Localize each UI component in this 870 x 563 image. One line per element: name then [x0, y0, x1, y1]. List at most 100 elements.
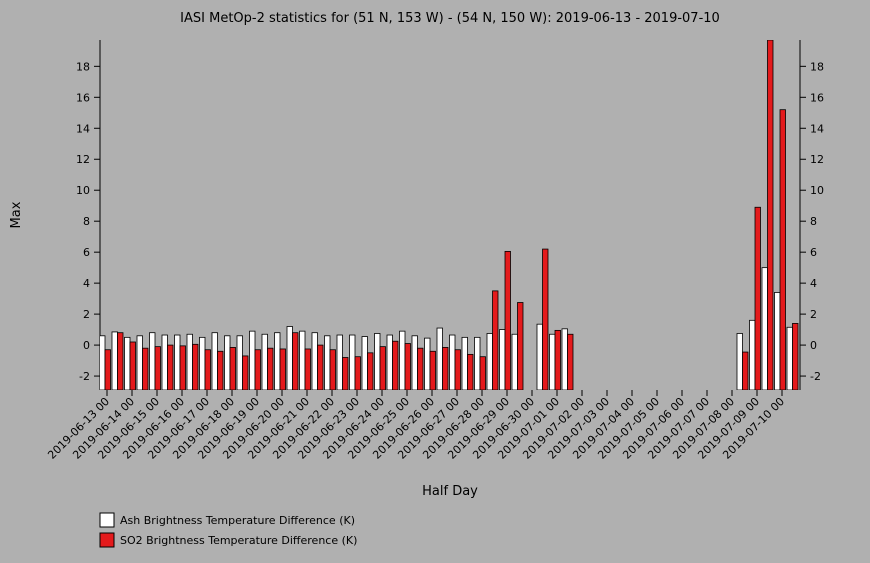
bar [742, 351, 749, 390]
bars [100, 40, 799, 390]
bar [211, 332, 218, 390]
bar [774, 292, 781, 390]
y-tick-label: -2 [79, 370, 90, 383]
legend-label: SO2 Brightness Temperature Difference (K… [120, 534, 357, 547]
bar [461, 336, 468, 390]
legend-label: Ash Brightness Temperature Difference (K… [120, 514, 355, 527]
bar [417, 347, 424, 390]
y2-tick-label: 18 [810, 60, 824, 73]
bar [292, 332, 299, 390]
bar [161, 334, 168, 390]
bar [261, 333, 268, 390]
bar [192, 343, 199, 390]
bar [224, 335, 231, 390]
bar [504, 250, 511, 390]
bar [399, 330, 406, 390]
bar [329, 349, 336, 390]
bar [111, 331, 118, 390]
bar [379, 346, 386, 390]
y-tick-label: 8 [83, 215, 90, 228]
y2-tick-label: 14 [810, 122, 824, 135]
bar [317, 344, 324, 390]
bar [267, 347, 274, 390]
bar [199, 336, 206, 390]
bar [349, 334, 356, 390]
legend-swatch [99, 532, 115, 548]
y2-tick-label: 8 [810, 215, 817, 228]
y-tick-label: 16 [76, 91, 90, 104]
y-tick-label: 2 [83, 308, 90, 321]
y2-tick-label: 12 [810, 153, 824, 166]
bar [467, 353, 474, 390]
bar [304, 348, 311, 390]
bar [129, 341, 136, 390]
bar [561, 328, 568, 390]
bar [786, 326, 793, 390]
bar [511, 333, 518, 390]
bar [436, 327, 443, 390]
y2-tick-label: 0 [810, 339, 817, 352]
y-tick-label: 6 [83, 246, 90, 259]
bar [342, 357, 349, 390]
y2-tick-label: 2 [810, 308, 817, 321]
y-tick-label: 18 [76, 60, 90, 73]
bar [536, 323, 543, 390]
bar [549, 333, 556, 390]
bar [149, 332, 156, 390]
bar [449, 334, 456, 390]
bar [100, 335, 106, 390]
y2-tick-label: -2 [810, 370, 821, 383]
bar [286, 326, 293, 390]
bar [761, 267, 768, 390]
bar [554, 329, 561, 390]
bar [217, 350, 224, 390]
y2-tick-label: 4 [810, 277, 817, 290]
bar [174, 334, 181, 390]
bar [142, 347, 149, 390]
y-tick-label: 10 [76, 184, 90, 197]
bar [299, 330, 306, 390]
y-tick-label: 4 [83, 277, 90, 290]
x-axis-label: Half Day [422, 484, 478, 499]
bar [792, 323, 799, 390]
bar [204, 349, 211, 390]
bar [492, 290, 499, 390]
bar [736, 333, 743, 390]
y-tick-label: 12 [76, 153, 90, 166]
y-axis-label: Max [9, 201, 24, 228]
bar [242, 355, 249, 390]
bar [186, 333, 193, 390]
bar [274, 332, 281, 390]
bar [311, 332, 318, 390]
bar [254, 349, 261, 390]
y2-tick-label: 10 [810, 184, 824, 197]
bar [424, 337, 431, 390]
bar [361, 336, 368, 390]
bar [324, 335, 331, 390]
bar [104, 349, 111, 390]
bar [542, 248, 549, 390]
bar [392, 340, 399, 390]
bar [517, 302, 524, 390]
y2-tick-label: 16 [810, 91, 824, 104]
bar [386, 334, 393, 390]
bar [374, 333, 381, 390]
y2-tick-label: 6 [810, 246, 817, 259]
bar [229, 347, 236, 390]
bar [474, 336, 481, 390]
bar [454, 349, 461, 390]
bar [279, 348, 286, 390]
y-tick-label: 14 [76, 122, 90, 135]
bar [236, 335, 243, 390]
bar [767, 40, 774, 390]
bar [136, 335, 143, 390]
bar [249, 330, 256, 390]
bar [167, 344, 174, 390]
bar [754, 206, 761, 390]
bar [154, 346, 161, 390]
bar [336, 334, 343, 390]
bar [354, 356, 361, 390]
bar [749, 319, 756, 390]
